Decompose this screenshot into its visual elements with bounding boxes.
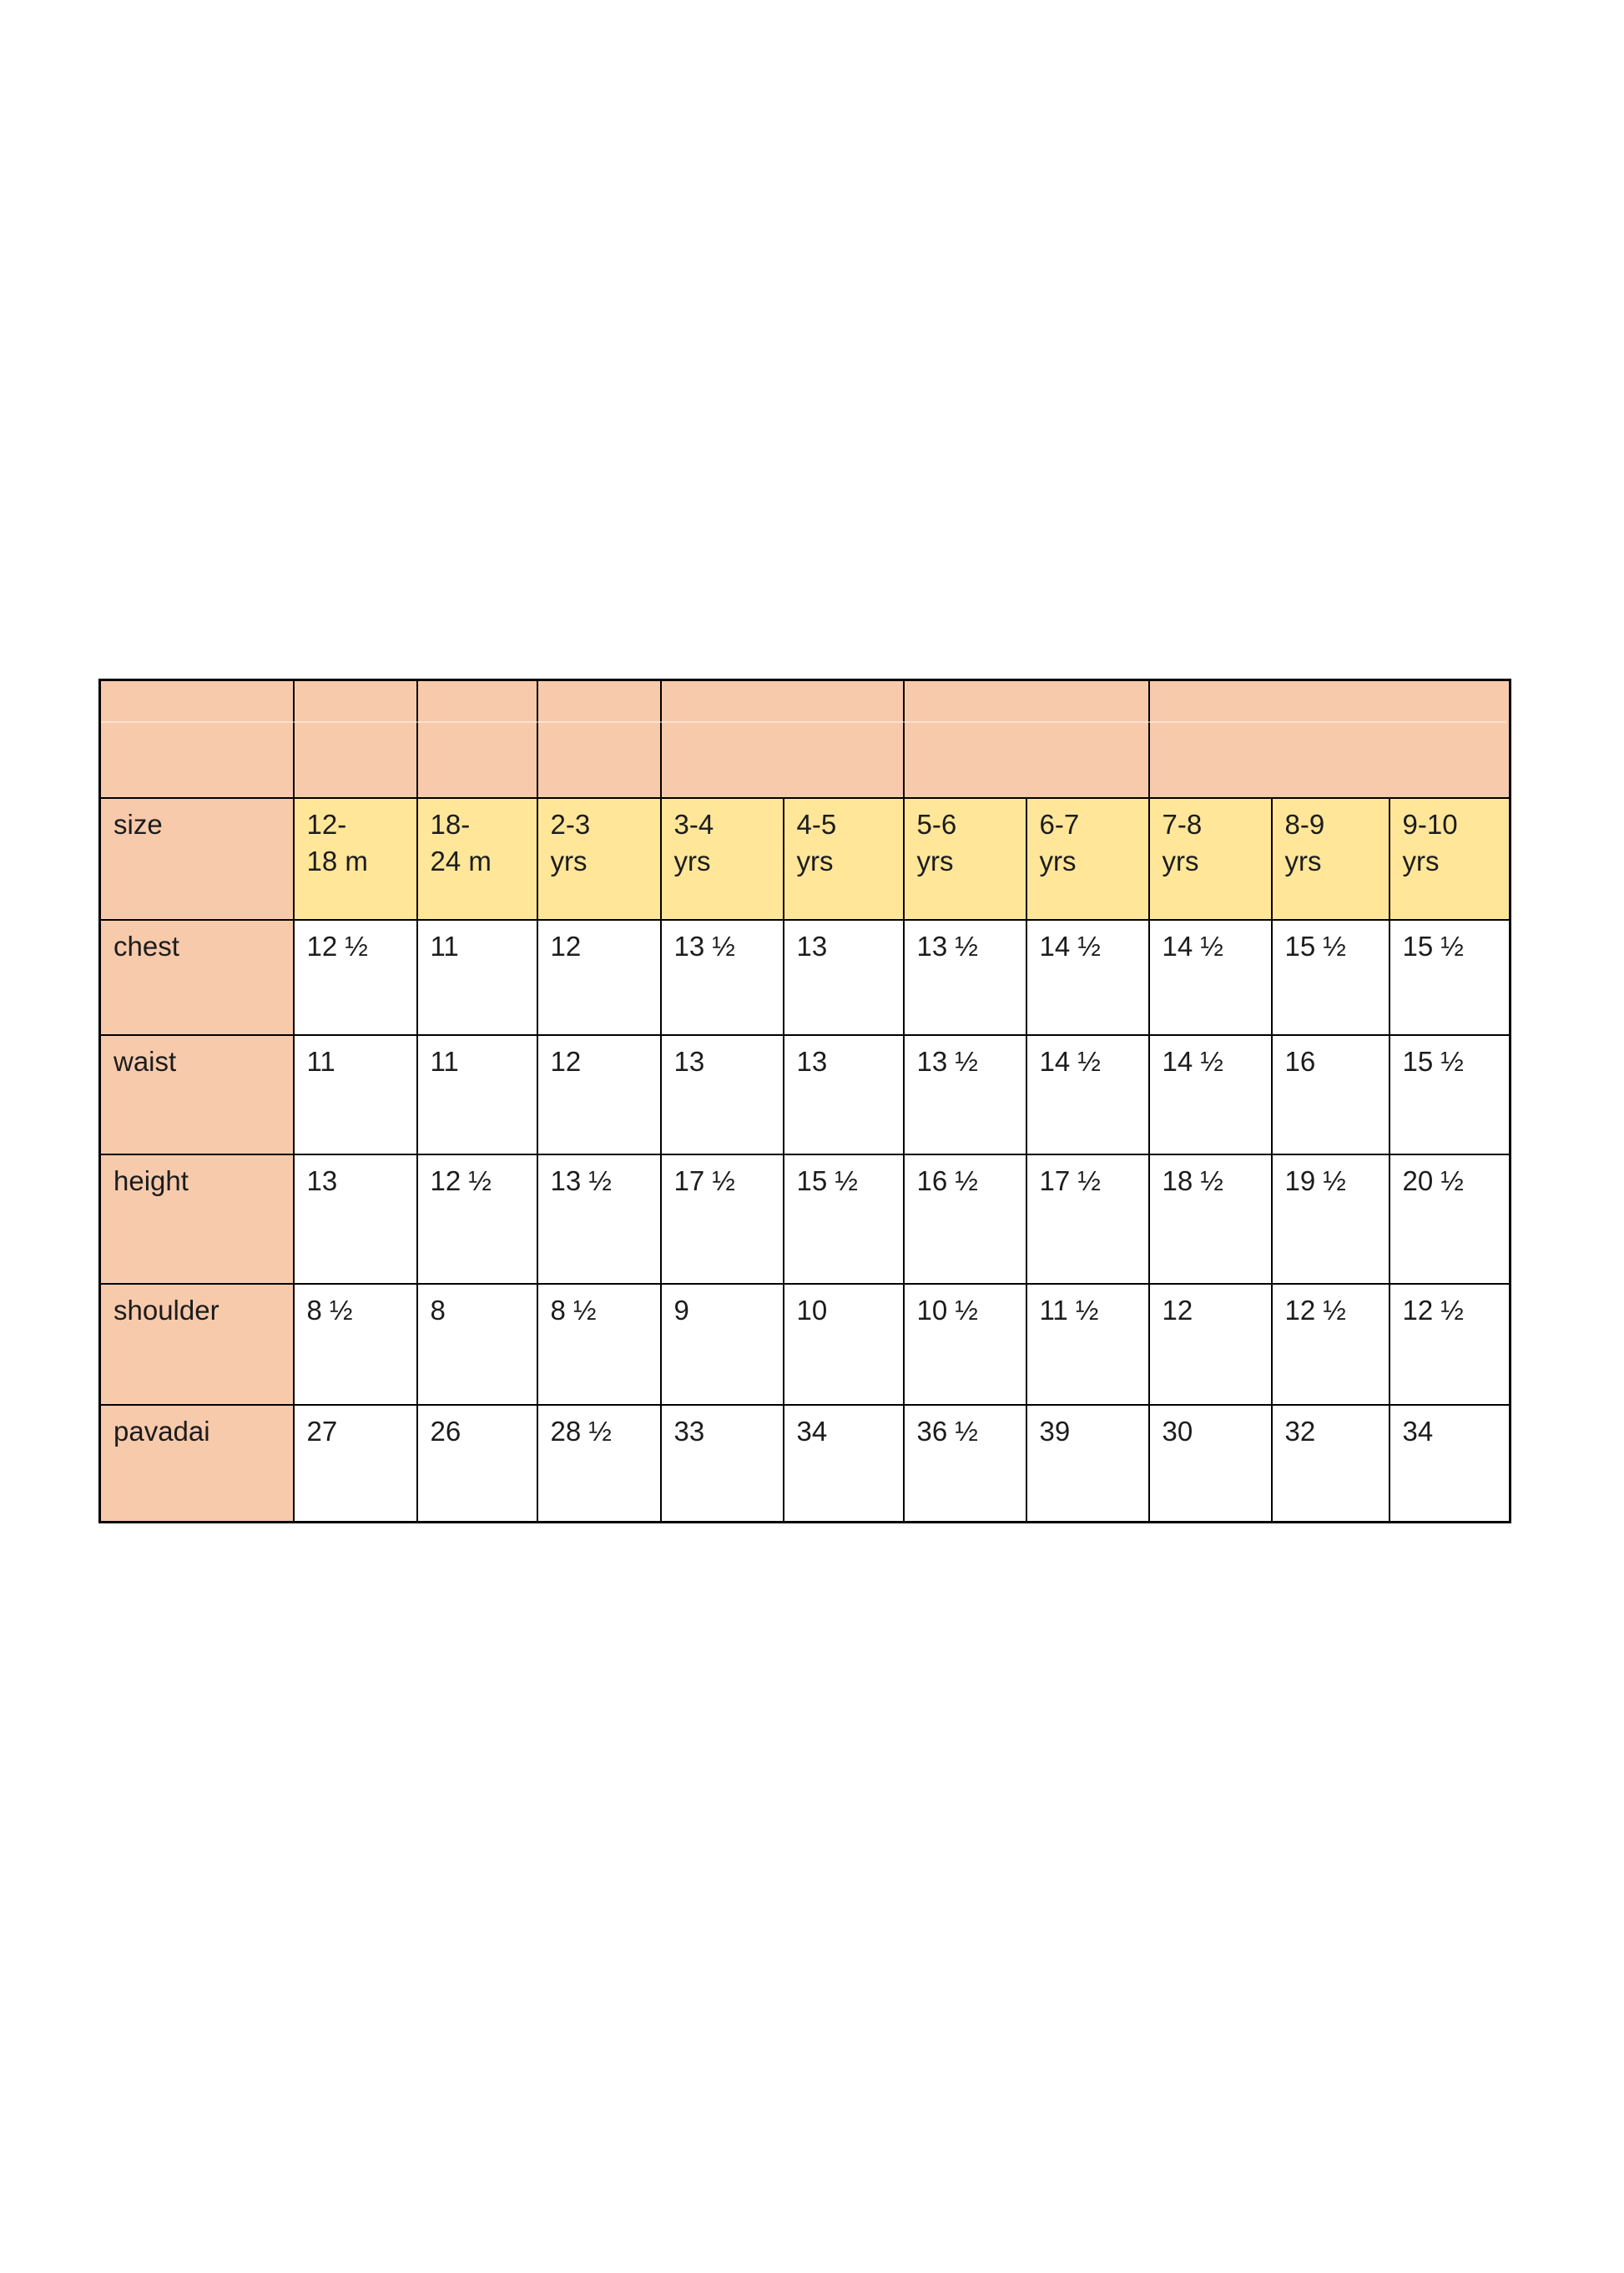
table-cell: 8 ½ [292, 1282, 418, 1406]
table-cell: 14 ½ [1025, 918, 1150, 1036]
row-label-waist: waist [98, 1033, 295, 1155]
row-label-size: size [98, 796, 295, 921]
spacer-cell [98, 679, 295, 799]
table-cell: 10 ½ [902, 1282, 1027, 1406]
table-cell: 26 [416, 1403, 538, 1523]
size-col-header-6-7yrs: 6-7 yrs [1025, 796, 1150, 921]
table-cell: 13 ½ [902, 918, 1027, 1036]
table-cell: 13 [292, 1153, 418, 1285]
table-cell: 18 ½ [1147, 1153, 1273, 1285]
table-cell: 34 [782, 1403, 905, 1523]
table-cell: 11 ½ [1025, 1282, 1150, 1406]
size-col-header-5-6yrs: 5-6 yrs [902, 796, 1027, 921]
spacer-cell-merged [1147, 679, 1511, 799]
table-cell: 12 ½ [416, 1153, 538, 1285]
table-cell: 28 ½ [536, 1403, 662, 1523]
size-col-header-9-10yrs: 9-10 yrs [1388, 796, 1511, 921]
table-cell: 15 ½ [782, 1153, 905, 1285]
table-cell: 36 ½ [902, 1403, 1027, 1523]
table-cell: 8 ½ [536, 1282, 662, 1406]
spacer-cell [416, 679, 538, 799]
table-cell: 14 ½ [1147, 918, 1273, 1036]
row-label-height: height [98, 1153, 295, 1285]
table-cell: 11 [292, 1033, 418, 1155]
table-cell: 14 ½ [1147, 1033, 1273, 1155]
table-cell: 12 ½ [292, 918, 418, 1036]
table-cell: 9 [659, 1282, 784, 1406]
measurement-row-height: height 13 12 ½ 13 ½ 17 ½ 15 ½ 16 ½ 17 ½ … [98, 1153, 1511, 1285]
table-cell: 13 ½ [902, 1033, 1027, 1155]
table-cell: 39 [1025, 1403, 1150, 1523]
size-col-header-8-9yrs: 8-9 yrs [1270, 796, 1390, 921]
table-cell: 12 [1147, 1282, 1273, 1406]
row-label-shoulder: shoulder [98, 1282, 295, 1406]
spacer-cell-merged [659, 679, 905, 799]
size-col-header-18-24m: 18- 24 m [416, 796, 538, 921]
row-label-chest: chest [98, 918, 295, 1036]
spacer-cell [536, 679, 662, 799]
table-cell: 34 [1388, 1403, 1511, 1523]
table-cell: 16 [1270, 1033, 1390, 1155]
table-cell: 11 [416, 918, 538, 1036]
table-cell: 11 [416, 1033, 538, 1155]
spacer-cell-merged [902, 679, 1150, 799]
table-cell: 17 ½ [659, 1153, 784, 1285]
table-cell: 8 [416, 1282, 538, 1406]
measurement-row-waist: waist 11 11 12 13 13 13 ½ 14 ½ 14 ½ 16 1… [98, 1033, 1511, 1155]
measurement-row-chest: chest 12 ½ 11 12 13 ½ 13 13 ½ 14 ½ 14 ½ … [98, 918, 1511, 1036]
table-cell: 20 ½ [1388, 1153, 1511, 1285]
table-cell: 13 [659, 1033, 784, 1155]
table-cell: 14 ½ [1025, 1033, 1150, 1155]
table-cell: 32 [1270, 1403, 1390, 1523]
table-cell: 13 [782, 1033, 905, 1155]
size-header-row: size 12- 18 m 18- 24 m 2-3 yrs 3-4 yrs 4… [98, 796, 1511, 921]
table-cell: 19 ½ [1270, 1153, 1390, 1285]
row-label-pavadai: pavadai [98, 1403, 295, 1523]
table-cell: 17 ½ [1025, 1153, 1150, 1285]
table-cell: 10 [782, 1282, 905, 1406]
table-cell: 13 [782, 918, 905, 1036]
size-chart-table: size 12- 18 m 18- 24 m 2-3 yrs 3-4 yrs 4… [98, 679, 1512, 1523]
measurement-row-pavadai: pavadai 27 26 28 ½ 33 34 36 ½ 39 30 32 3… [98, 1403, 1511, 1523]
size-col-header-3-4yrs: 3-4 yrs [659, 796, 784, 921]
table-cell: 13 ½ [536, 1153, 662, 1285]
table-cell: 33 [659, 1403, 784, 1523]
table-cell: 15 ½ [1388, 1033, 1511, 1155]
table-cell: 16 ½ [902, 1153, 1027, 1285]
spacer-cell [292, 679, 418, 799]
size-col-header-2-3yrs: 2-3 yrs [536, 796, 662, 921]
table-cell: 30 [1147, 1403, 1273, 1523]
measurement-row-shoulder: shoulder 8 ½ 8 8 ½ 9 10 10 ½ 11 ½ 12 12 … [98, 1282, 1511, 1406]
table-cell: 12 ½ [1270, 1282, 1390, 1406]
size-col-header-4-5yrs: 4-5 yrs [782, 796, 905, 921]
table-top-spacer-row [98, 679, 1511, 799]
table-cell: 12 [536, 918, 662, 1036]
table-cell: 12 [536, 1033, 662, 1155]
table-cell: 13 ½ [659, 918, 784, 1036]
table-cell: 12 ½ [1388, 1282, 1511, 1406]
table-cell: 27 [292, 1403, 418, 1523]
size-col-header-7-8yrs: 7-8 yrs [1147, 796, 1273, 921]
size-col-header-12-18m: 12- 18 m [292, 796, 418, 921]
table-cell: 15 ½ [1388, 918, 1511, 1036]
table-cell: 15 ½ [1270, 918, 1390, 1036]
